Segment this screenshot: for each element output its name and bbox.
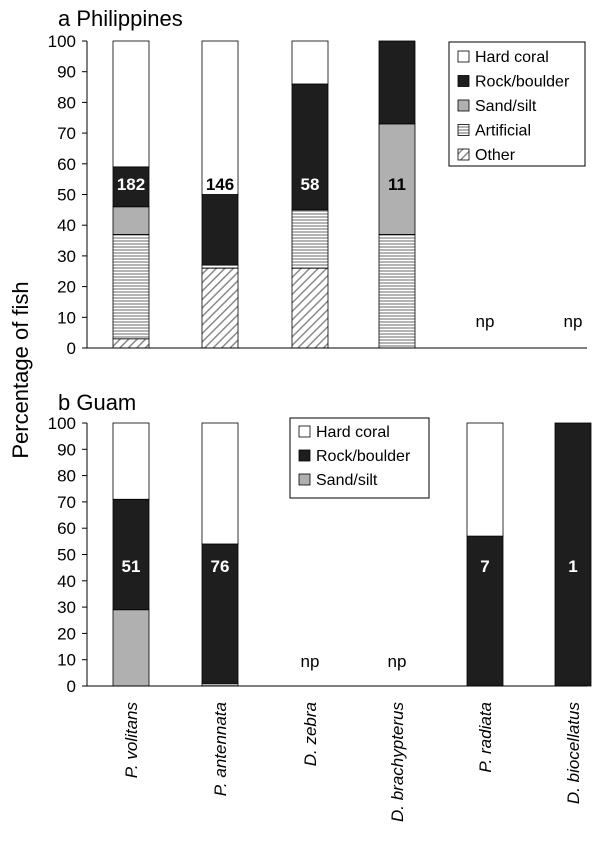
bar-segment-rock-boulder xyxy=(378,40,416,125)
bar-segment-hard-coral xyxy=(201,422,239,545)
legend-swatch-other xyxy=(457,148,470,161)
y-tick-label: 50 xyxy=(57,546,76,565)
panel-guam: b Guam 0 10 20 30 40 50 60 70 80 90 100 51 76 np np 7 1… xyxy=(48,390,592,696)
y-tick-label: 10 xyxy=(57,308,76,327)
category-labels: P. volitans P. antennata D. zebra D. brachy… xyxy=(122,702,583,823)
y-tick-label: 90 xyxy=(57,440,76,459)
bar-segment-hard-coral xyxy=(291,40,329,85)
y-tick-label: 40 xyxy=(57,572,76,591)
y-tick-label: 30 xyxy=(57,598,76,617)
y-tick-label: 0 xyxy=(67,339,76,358)
panel-a-bar-labels: 182 146 58 11 np np xyxy=(117,175,583,331)
panel-b-legend: Hard coral Rock/boulder Sand/silt xyxy=(289,417,430,499)
y-tick-label: 50 xyxy=(57,186,76,205)
sample-size-label: 11 xyxy=(388,175,406,194)
bar-segment-rock-boulder xyxy=(112,498,150,611)
not-present-label: np xyxy=(301,652,320,671)
sample-size-label: 182 xyxy=(117,175,145,194)
legend-label-artificial: Artificial xyxy=(475,123,531,140)
y-tick-label: 60 xyxy=(57,155,76,174)
bar-segment-sand-silt xyxy=(378,123,416,235)
category-label-d-biocellatus: D. biocellatus xyxy=(564,702,583,805)
panel-a-legend-entries: Hard coral Rock/boulder Sand/silt Artificia… xyxy=(457,49,570,164)
category-label-p-radiata: P. radiata xyxy=(476,702,495,773)
panel-a-bars xyxy=(112,40,416,349)
bar-segment-artificial xyxy=(112,234,150,340)
bar-segment-rock-boulder xyxy=(554,422,592,687)
legend-label-hard-coral: Hard coral xyxy=(475,49,549,66)
legend-label-other: Other xyxy=(475,147,516,164)
bar-segment-rock-boulder xyxy=(291,83,329,211)
bar-segment-rock-boulder xyxy=(201,194,239,266)
bar-segment-rock-boulder xyxy=(201,543,239,684)
y-tick-label: 0 xyxy=(67,677,76,696)
y-tick-label: 10 xyxy=(57,651,76,670)
y-axis-label: Percentage of fish xyxy=(8,281,33,458)
y-tick-label: 90 xyxy=(57,63,76,82)
category-label-p-volitans: P. volitans xyxy=(122,702,141,779)
sample-size-label: 7 xyxy=(480,557,489,576)
sample-size-label: 1 xyxy=(568,557,577,576)
panel-philippines: a Philippines 0 10 20 30 40 50 60 70 80 90 100 182… xyxy=(48,6,587,358)
category-label-d-zebra: D. zebra xyxy=(301,702,320,766)
bar-segment-artificial xyxy=(378,234,416,349)
bar-segment-hard-coral xyxy=(201,40,239,195)
legend-swatch-artificial xyxy=(457,124,470,136)
y-tick-label: 70 xyxy=(57,124,76,143)
y-tick-label: 80 xyxy=(57,93,76,112)
legend-label-sand-silt: Sand/silt xyxy=(475,98,537,115)
y-tick-label: 30 xyxy=(57,247,76,266)
y-tick-label: 40 xyxy=(57,216,76,235)
legend-swatch-sand-silt xyxy=(298,473,311,486)
y-tick-label: 20 xyxy=(57,624,76,643)
not-present-label: np xyxy=(564,312,583,331)
bar-segment-hard-coral xyxy=(466,422,504,537)
bar-segment-hard-coral xyxy=(112,422,150,500)
panel-b-legend-box xyxy=(289,417,430,499)
legend-swatch-rock-boulder xyxy=(298,449,311,462)
sample-size-label: 58 xyxy=(301,175,320,194)
y-tick-label: 70 xyxy=(57,493,76,512)
bar-segment-sand-silt xyxy=(112,609,150,687)
not-present-label: np xyxy=(388,652,407,671)
panel-a-title: a Philippines xyxy=(58,6,183,31)
legend-label-hard-coral: Hard coral xyxy=(316,424,390,441)
panel-b-bars xyxy=(112,422,592,687)
y-tick-label: 100 xyxy=(48,32,76,51)
not-present-label: np xyxy=(476,312,495,331)
category-label-p-antennata: P. antennata xyxy=(211,702,230,796)
legend-label-rock-boulder: Rock/boulder xyxy=(316,448,411,465)
sample-size-label: 146 xyxy=(206,175,234,194)
legend-swatch-hard-coral xyxy=(298,425,311,438)
bar-segment-rock-boulder xyxy=(112,166,150,208)
sample-size-label: 76 xyxy=(211,557,230,576)
y-tick-label: 60 xyxy=(57,519,76,538)
bar-segment-artificial xyxy=(291,209,329,269)
legend-swatch-sand-silt xyxy=(457,99,470,112)
bar-segment-other xyxy=(201,267,239,349)
legend-label-sand-silt: Sand/silt xyxy=(316,472,378,489)
panel-a-legend: Hard coral Rock/boulder Sand/silt Artificia… xyxy=(448,41,586,167)
panel-a-y-axis: 0 10 20 30 40 50 60 70 80 90 100 xyxy=(48,32,87,358)
panel-b-legend-entries: Hard coral Rock/boulder Sand/silt xyxy=(298,424,411,489)
legend-label-rock-boulder: Rock/boulder xyxy=(475,74,570,91)
panel-b-bar-labels: 51 76 np np 7 1 xyxy=(122,557,578,671)
bar-segment-hard-coral xyxy=(112,40,150,168)
category-label-d-brachypterus: D. brachypterus xyxy=(388,702,407,822)
panel-b-title: b Guam xyxy=(58,390,136,415)
sample-size-label: 51 xyxy=(122,557,141,576)
panel-a-legend-box xyxy=(448,41,586,167)
bar-segment-other xyxy=(112,338,150,349)
bar-segment-other xyxy=(291,267,329,349)
y-tick-label: 80 xyxy=(57,467,76,486)
legend-swatch-hard-coral xyxy=(457,50,470,63)
bar-segment-rock-boulder xyxy=(466,535,504,687)
panel-b-y-axis: 0 10 20 30 40 50 60 70 80 90 100 xyxy=(48,414,87,696)
y-tick-label: 20 xyxy=(57,278,76,297)
bar-segment-sand-silt xyxy=(112,206,150,235)
bar-segment-artificial xyxy=(201,264,239,269)
legend-swatch-rock-boulder xyxy=(457,75,470,87)
y-tick-label: 100 xyxy=(48,414,76,433)
